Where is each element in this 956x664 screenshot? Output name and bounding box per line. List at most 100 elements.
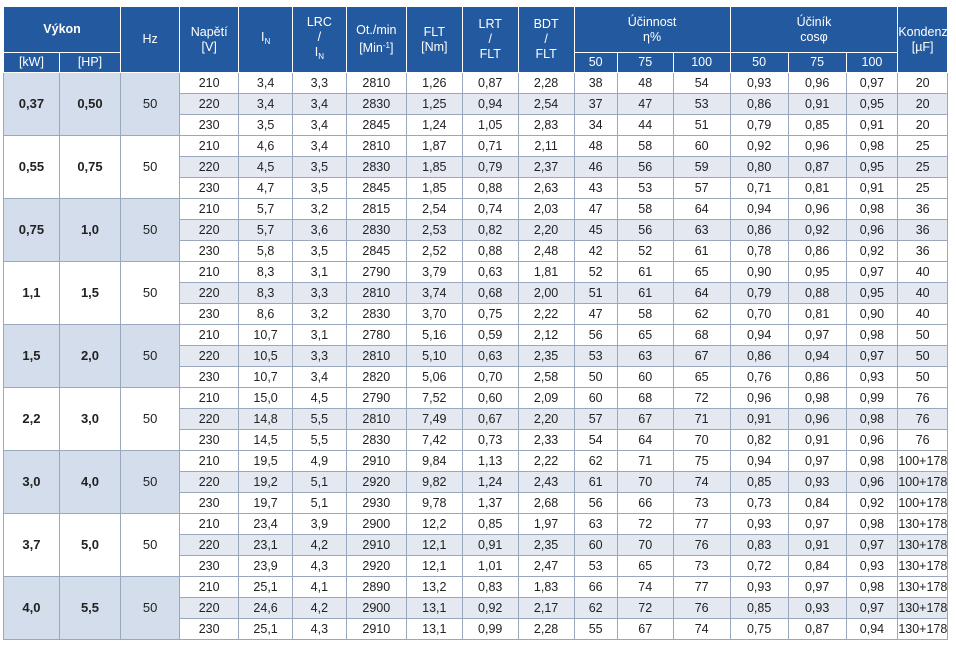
cell-pf-100: 0,99 — [845, 387, 899, 409]
cell-eff-100: 70 — [672, 429, 731, 451]
cell-lrc-ratio: 3,3 — [291, 72, 347, 94]
cell-voltage: 210 — [179, 198, 240, 220]
cell-capacitor: 130+178 — [897, 597, 948, 619]
cell-eff-100: 62 — [672, 303, 731, 325]
cell-lrt-ratio: 0,60 — [461, 387, 519, 409]
cell-lrc-ratio: 3,6 — [291, 219, 347, 241]
cell-eff-75: 58 — [616, 303, 674, 325]
cell-pf-100: 0,95 — [845, 282, 899, 304]
cell-current-in: 23,1 — [238, 534, 293, 556]
cell-capacitor: 130+178 — [897, 513, 948, 535]
cell-eff-50: 56 — [573, 492, 618, 514]
cell-flt: 12,1 — [405, 534, 463, 556]
cell-pf-50: 0,90 — [729, 261, 789, 283]
cell-eff-50: 47 — [573, 198, 618, 220]
cell-pf-75: 0,86 — [787, 366, 847, 388]
cell-capacitor: 25 — [897, 177, 948, 199]
cell-capacitor: 40 — [897, 261, 948, 283]
cell-kw: 4,0 — [3, 576, 60, 640]
cell-flt: 13,1 — [405, 618, 463, 640]
cell-lrt-ratio: 0,63 — [461, 345, 519, 367]
cell-hp: 3,0 — [58, 387, 122, 451]
cell-pf-50: 0,79 — [729, 114, 789, 136]
cell-rpm: 2830 — [345, 429, 407, 451]
cell-voltage: 210 — [179, 576, 240, 598]
cell-pf-75: 0,97 — [787, 324, 847, 346]
cell-current-in: 8,3 — [238, 261, 293, 283]
cell-bdt-ratio: 2,11 — [517, 135, 575, 157]
cell-lrc-ratio: 4,3 — [291, 555, 347, 577]
motor-spec-table: Výkon Hz Napětí [V] IN LRC / IN Ot./min [Min… — [2, 6, 956, 640]
cell-capacitor: 50 — [897, 324, 948, 346]
cell-capacitor: 50 — [897, 345, 948, 367]
cell-rpm: 2790 — [345, 261, 407, 283]
header-eff-100: 100 — [672, 52, 731, 73]
cell-eff-100: 57 — [672, 177, 731, 199]
cell-voltage: 230 — [179, 555, 240, 577]
table-body: 0,37 0,50 50 210 3,4 3,3 2810 1,26 0,87 2,28 38 48 5… — [3, 72, 948, 640]
header-flt: FLT [Nm] — [405, 6, 463, 73]
cell-eff-50: 47 — [573, 303, 618, 325]
cell-current-in: 23,4 — [238, 513, 293, 535]
header-lrc: LRC / IN — [291, 6, 347, 73]
cell-eff-50: 42 — [573, 240, 618, 262]
cell-voltage: 220 — [179, 534, 240, 556]
cell-capacitor: 50 — [897, 366, 948, 388]
table-row: 230 10,7 3,4 2820 5,06 0,70 2,58 50 60 65 0,76 0,86… — [4, 366, 948, 388]
cell-voltage: 210 — [179, 513, 240, 535]
cell-rpm: 2845 — [345, 177, 407, 199]
cell-current-in: 10,5 — [238, 345, 293, 367]
cell-eff-50: 57 — [573, 408, 618, 430]
cell-pf-75: 0,84 — [787, 555, 847, 577]
cell-bdt-ratio: 2,03 — [517, 198, 575, 220]
cell-lrc-ratio: 5,1 — [291, 471, 347, 493]
cell-pf-100: 0,97 — [845, 261, 899, 283]
cell-voltage: 230 — [179, 429, 240, 451]
cell-current-in: 23,9 — [238, 555, 293, 577]
cell-pf-50: 0,93 — [729, 513, 789, 535]
cell-rpm: 2810 — [345, 282, 407, 304]
cell-current-in: 14,5 — [238, 429, 293, 451]
table-row: 220 8,3 3,3 2810 3,74 0,68 2,00 51 61 64 0,79 0,88 0… — [4, 282, 948, 304]
cell-rpm: 2815 — [345, 198, 407, 220]
table-row: 0,75 1,0 50 210 5,7 3,2 2815 2,54 0,74 2,03 47 58 64… — [3, 198, 948, 262]
cell-bdt-ratio: 2,68 — [517, 492, 575, 514]
cell-pf-50: 0,79 — [729, 282, 789, 304]
cell-eff-75: 72 — [616, 597, 674, 619]
cell-current-in: 5,7 — [238, 198, 293, 220]
cell-kw: 3,0 — [3, 450, 60, 514]
cell-current-in: 4,6 — [238, 135, 293, 157]
cell-lrt-ratio: 0,73 — [461, 429, 519, 451]
cell-eff-100: 65 — [672, 261, 731, 283]
cell-current-in: 3,4 — [238, 93, 293, 115]
cell-pf-50: 0,72 — [729, 555, 789, 577]
cell-voltage: 210 — [179, 450, 240, 472]
cell-voltage: 220 — [179, 282, 240, 304]
cell-pf-75: 0,91 — [787, 429, 847, 451]
cell-flt: 3,70 — [405, 303, 463, 325]
cell-lrt-ratio: 0,63 — [461, 261, 519, 283]
cell-eff-75: 53 — [616, 177, 674, 199]
cell-voltage: 230 — [179, 240, 240, 262]
cell-flt: 9,84 — [405, 450, 463, 472]
cell-flt: 9,82 — [405, 471, 463, 493]
cell-hz: 50 — [120, 450, 181, 514]
cell-eff-50: 63 — [573, 513, 618, 535]
cell-eff-100: 51 — [672, 114, 731, 136]
cell-pf-75: 0,94 — [787, 345, 847, 367]
cell-eff-75: 65 — [616, 324, 674, 346]
cell-eff-100: 54 — [672, 72, 731, 94]
cell-pf-75: 0,96 — [787, 72, 847, 94]
cell-eff-75: 74 — [616, 576, 674, 598]
cell-bdt-ratio: 2,20 — [517, 408, 575, 430]
cell-current-in: 4,5 — [238, 156, 293, 178]
cell-bdt-ratio: 2,09 — [517, 387, 575, 409]
cell-eff-50: 54 — [573, 429, 618, 451]
cell-eff-50: 60 — [573, 534, 618, 556]
cell-lrt-ratio: 0,83 — [461, 576, 519, 598]
cell-eff-100: 65 — [672, 366, 731, 388]
cell-hz: 50 — [120, 72, 181, 136]
cell-rpm: 2810 — [345, 72, 407, 94]
table-row: 220 14,8 5,5 2810 7,49 0,67 2,20 57 67 71 0,91 0,96… — [4, 408, 948, 430]
cell-pf-50: 0,73 — [729, 492, 789, 514]
